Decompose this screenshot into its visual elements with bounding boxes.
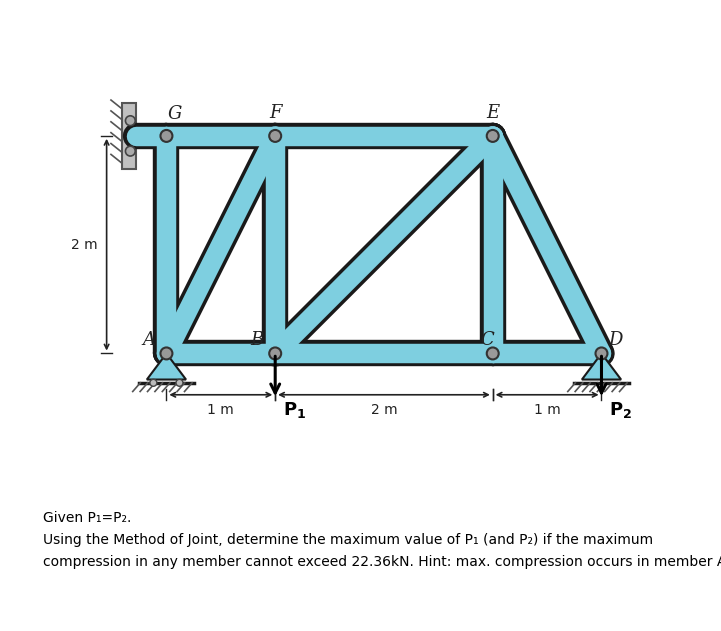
Text: E: E	[486, 103, 499, 122]
Circle shape	[150, 379, 157, 386]
Text: compression in any member cannot exceed 22.36kN. Hint: max. compression occurs i: compression in any member cannot exceed …	[43, 555, 721, 569]
Text: C: C	[480, 331, 494, 349]
Text: 2 m: 2 m	[371, 403, 397, 418]
Circle shape	[487, 348, 499, 360]
Text: A: A	[143, 331, 156, 349]
Text: 1 m: 1 m	[208, 403, 234, 418]
Circle shape	[269, 130, 281, 142]
Text: 2 m: 2 m	[71, 238, 98, 252]
Circle shape	[125, 146, 136, 156]
Text: $\mathbf{P_1}$: $\mathbf{P_1}$	[283, 400, 306, 420]
Circle shape	[161, 130, 172, 142]
Text: $\mathbf{P_2}$: $\mathbf{P_2}$	[609, 400, 632, 420]
Circle shape	[269, 348, 281, 360]
Circle shape	[125, 116, 136, 126]
Text: Using the Method of Joint, determine the maximum value of P₁ (and P₂) if the max: Using the Method of Joint, determine the…	[43, 533, 653, 547]
Text: B: B	[250, 331, 263, 349]
Polygon shape	[582, 353, 621, 379]
Text: F: F	[269, 103, 281, 122]
Text: 1 m: 1 m	[534, 403, 560, 418]
Text: G: G	[168, 105, 182, 123]
Circle shape	[596, 348, 608, 360]
Circle shape	[487, 130, 499, 142]
Circle shape	[161, 348, 172, 360]
Text: Given P₁=P₂.: Given P₁=P₂.	[43, 511, 132, 525]
Polygon shape	[147, 353, 186, 379]
Text: D: D	[609, 331, 623, 349]
Circle shape	[176, 379, 183, 386]
Bar	[122, 103, 136, 168]
